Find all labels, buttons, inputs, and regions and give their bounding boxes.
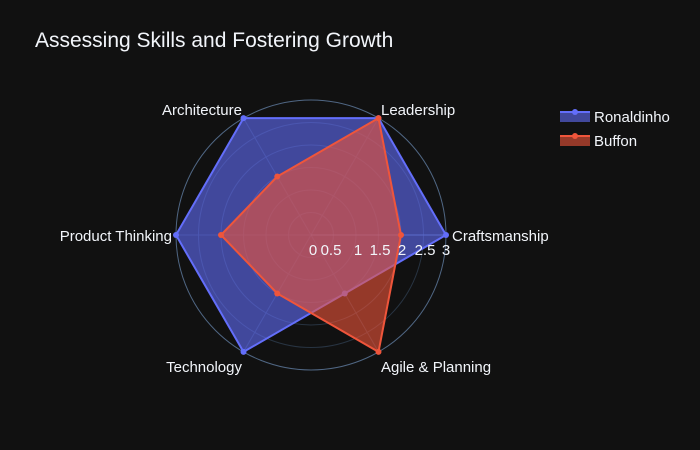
legend-swatch xyxy=(560,136,590,146)
legend-item[interactable]: Buffon xyxy=(560,133,637,150)
data-point xyxy=(240,348,247,355)
chart-title: Assessing Skills and Fostering Growth xyxy=(35,29,394,52)
category-label: Craftsmanship xyxy=(452,228,549,245)
radial-tick-label: 0 xyxy=(309,242,317,259)
category-label: Architecture xyxy=(162,102,242,119)
data-point xyxy=(240,115,247,122)
category-label: Technology xyxy=(166,359,242,376)
data-point xyxy=(218,232,224,238)
data-point xyxy=(375,115,382,122)
radial-tick-label: 1 xyxy=(354,242,362,259)
radar-series xyxy=(173,115,449,355)
legend-label: Ronaldinho xyxy=(594,109,670,126)
legend-label: Buffon xyxy=(594,133,637,150)
radial-tick-label: 2.5 xyxy=(415,242,436,259)
legend-item[interactable]: Ronaldinho xyxy=(560,109,670,126)
data-point xyxy=(443,232,449,238)
data-point xyxy=(398,232,404,238)
radial-tick-label: 2 xyxy=(398,242,406,259)
category-label: Leadership xyxy=(381,102,455,119)
category-label: Agile & Planning xyxy=(381,359,491,376)
data-point xyxy=(274,290,281,297)
category-label: Product Thinking xyxy=(60,228,172,245)
radial-tick-label: 3 xyxy=(442,242,450,259)
data-point xyxy=(173,232,179,238)
legend-marker xyxy=(572,109,578,115)
data-point xyxy=(274,173,281,180)
data-point xyxy=(375,348,382,355)
legend-marker xyxy=(572,133,578,139)
legend[interactable]: Ronaldinho Buffon xyxy=(560,109,670,150)
radial-tick-label: 1.5 xyxy=(370,242,391,259)
legend-swatch xyxy=(560,112,590,122)
radial-tick-label: 0.5 xyxy=(321,242,342,259)
